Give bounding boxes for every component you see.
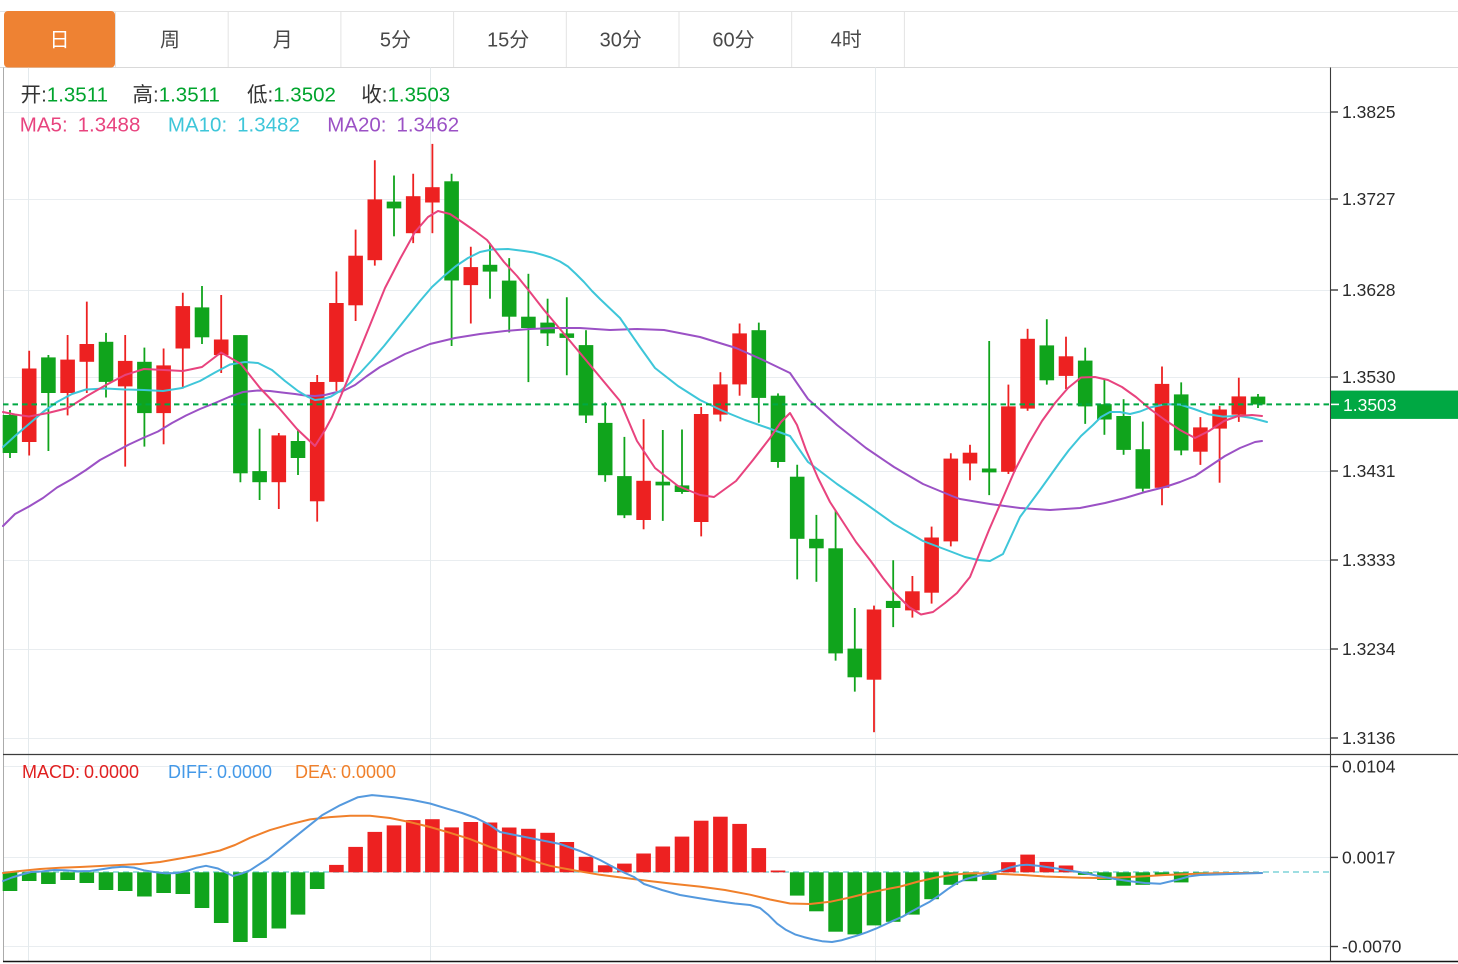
svg-text:-0.0070: -0.0070 <box>1342 937 1402 957</box>
svg-text:1.3727: 1.3727 <box>1342 189 1396 209</box>
svg-text:30分: 30分 <box>600 29 642 52</box>
svg-text:收:1.3503: 收:1.3503 <box>361 84 450 107</box>
svg-text:1.3333: 1.3333 <box>1342 550 1396 570</box>
svg-text:日: 日 <box>50 30 70 52</box>
svg-text:1.3825: 1.3825 <box>1342 102 1396 122</box>
svg-text:1.3431: 1.3431 <box>1342 461 1396 481</box>
svg-text:15分: 15分 <box>487 29 529 52</box>
svg-text:MACD:0.0000: MACD: 0.0000 <box>22 762 139 782</box>
svg-text:0.0104: 0.0104 <box>1342 757 1396 777</box>
svg-text:开:1.3511: 开:1.3511 <box>21 84 108 107</box>
svg-text:4时: 4时 <box>831 29 862 52</box>
svg-text:1.3136: 1.3136 <box>1342 728 1396 748</box>
svg-text:月: 月 <box>273 30 293 52</box>
svg-text:DIFF:0.0000: DIFF: 0.0000 <box>168 762 272 782</box>
svg-text:DEA:0.0000: DEA: 0.0000 <box>295 762 396 782</box>
svg-text:MA5:1.3488: MA5: 1.3488 <box>20 114 141 137</box>
svg-text:1.3234: 1.3234 <box>1342 639 1396 659</box>
svg-text:5分: 5分 <box>380 29 411 52</box>
svg-text:1.3628: 1.3628 <box>1342 280 1396 300</box>
svg-text:高:1.3511: 高:1.3511 <box>133 84 220 107</box>
svg-text:0.0017: 0.0017 <box>1342 847 1396 867</box>
svg-text:60分: 60分 <box>712 29 754 52</box>
svg-text:1.3530: 1.3530 <box>1342 367 1396 387</box>
svg-text:低:1.3502: 低:1.3502 <box>247 84 336 107</box>
svg-text:1.3503: 1.3503 <box>1343 395 1397 415</box>
svg-text:周: 周 <box>160 30 180 52</box>
